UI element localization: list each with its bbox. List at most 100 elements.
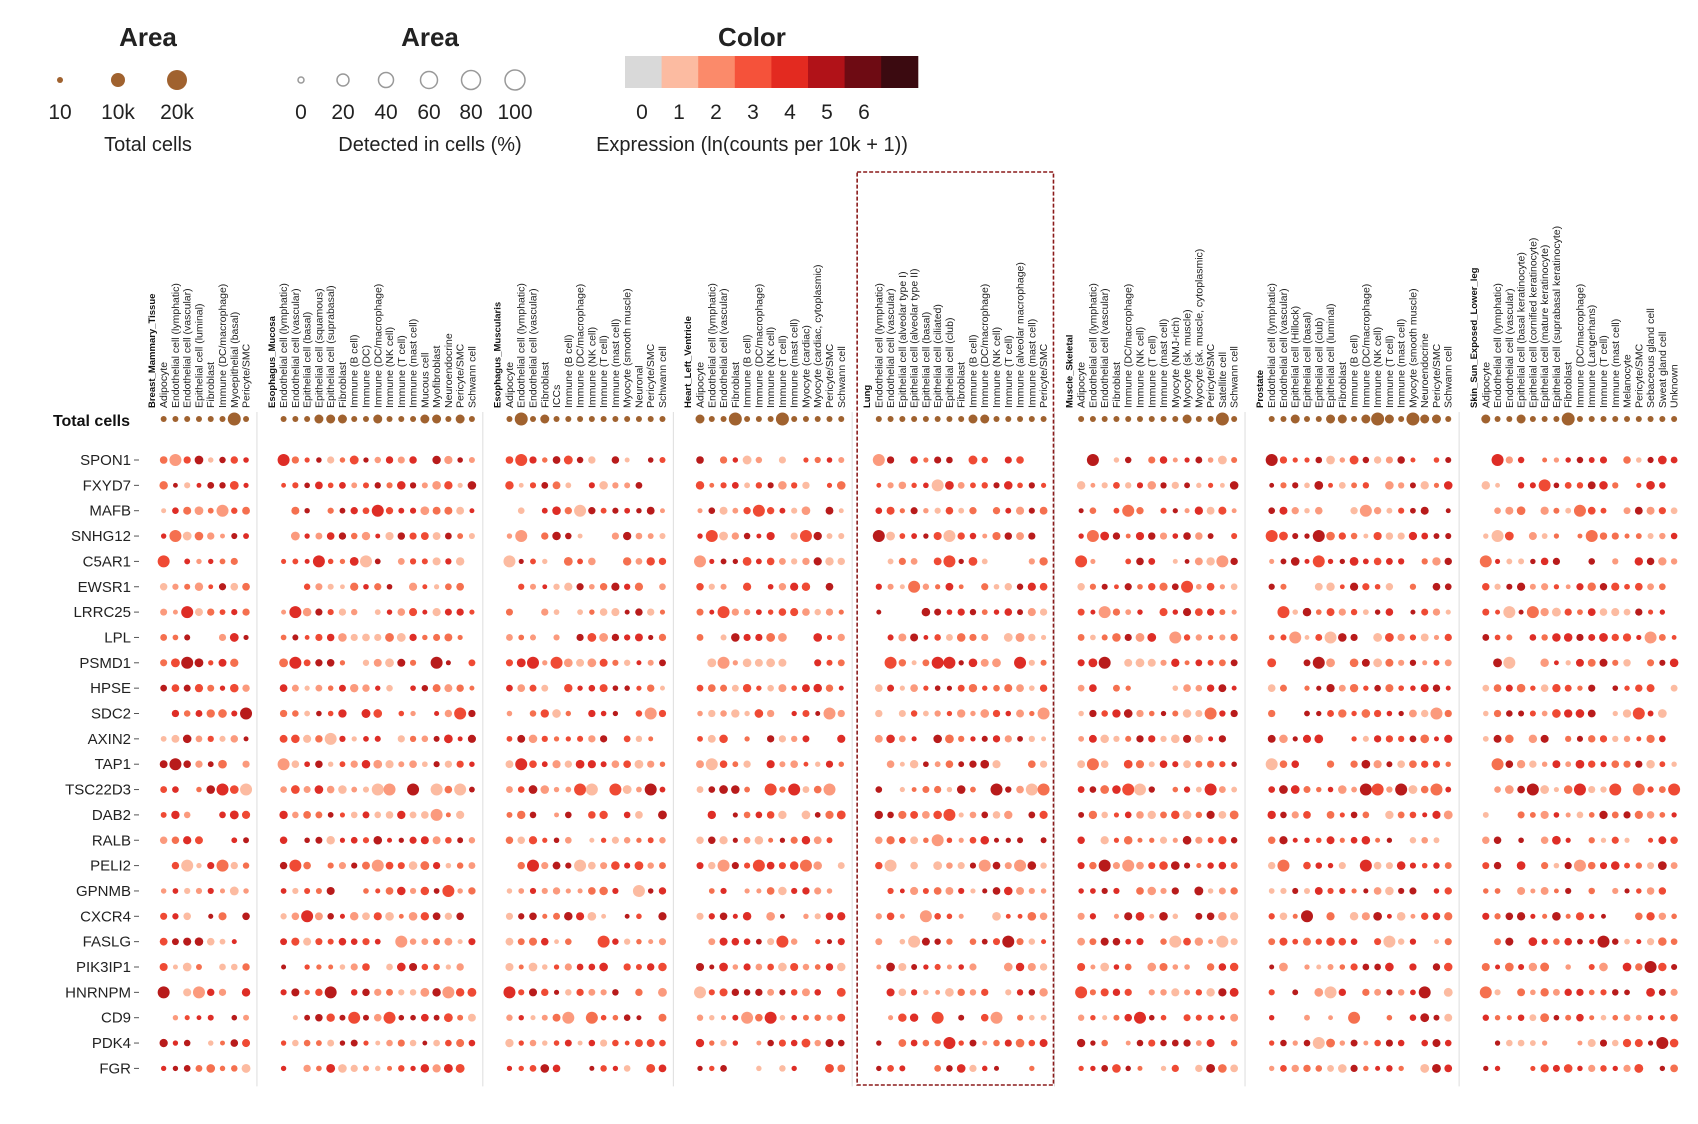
expression-dot — [350, 760, 358, 768]
expression-dot — [1599, 456, 1608, 464]
expression-dot — [1374, 988, 1382, 996]
expression-dot — [444, 709, 453, 718]
expression-dot — [1004, 532, 1013, 540]
expression-dot — [242, 684, 250, 692]
total-cells-dot — [1040, 416, 1047, 422]
expression-dot — [1433, 659, 1440, 666]
expression-dot — [243, 837, 249, 844]
expression-dot — [1316, 685, 1322, 691]
expression-dot — [1338, 481, 1346, 489]
expression-dot — [541, 1014, 548, 1021]
expression-dot — [1599, 583, 1608, 591]
legend-detected-tick: 20 — [331, 101, 354, 124]
expression-dot — [886, 456, 895, 464]
expression-dot — [981, 811, 989, 819]
expression-dot — [634, 1039, 643, 1047]
expression-dot — [1040, 659, 1047, 666]
expression-dot — [658, 912, 667, 921]
expression-dot — [898, 988, 907, 997]
expression-dot — [1506, 710, 1513, 717]
expression-dot — [351, 862, 358, 869]
expression-dot — [1658, 988, 1666, 996]
expression-dot — [1039, 760, 1048, 768]
expression-dot — [791, 558, 798, 565]
expression-dot — [908, 935, 921, 948]
expression-dot — [289, 859, 302, 872]
expression-dot — [1015, 506, 1025, 515]
expression-dot — [875, 583, 882, 590]
cell-type-label: Epithelial cell (alveolar type I) — [897, 271, 909, 408]
expression-dot — [421, 558, 428, 565]
expression-dot — [576, 583, 584, 591]
expression-dot — [1385, 532, 1394, 540]
expression-dot — [1432, 760, 1441, 768]
expression-dot — [1316, 710, 1322, 717]
expression-dot — [1493, 734, 1502, 743]
total-cells-dot — [600, 416, 607, 422]
expression-dot — [1280, 887, 1287, 895]
expression-dot — [957, 988, 965, 997]
expression-dot — [1623, 659, 1631, 667]
total-cells-dot — [243, 416, 250, 422]
expression-dot — [1433, 457, 1440, 463]
expression-dot — [1408, 531, 1418, 541]
expression-dot — [409, 482, 417, 489]
expression-dot — [1409, 735, 1417, 743]
expression-dot — [1005, 507, 1012, 514]
legend-detected-tick: 40 — [374, 101, 397, 124]
expression-dot — [279, 684, 288, 692]
expression-dot — [1326, 836, 1335, 845]
expression-dot — [876, 482, 882, 488]
expression-dot — [281, 482, 287, 488]
expression-dot — [731, 862, 739, 870]
expression-dot — [518, 913, 525, 920]
cell-type-label: Pericyte/SMC — [824, 343, 836, 408]
total-cells-dot — [386, 416, 393, 422]
expression-dot — [1086, 454, 1099, 466]
expression-dot — [361, 531, 371, 541]
expression-dot — [1516, 760, 1526, 769]
expression-dot — [600, 989, 607, 996]
expression-dot — [1219, 710, 1226, 717]
total-cells-dot — [1529, 416, 1536, 422]
expression-dot — [157, 986, 170, 999]
expression-dot — [1409, 634, 1417, 641]
expression-dot — [875, 786, 883, 793]
expression-dot — [1339, 584, 1345, 590]
expression-dot — [1599, 658, 1608, 667]
expression-dot — [1564, 862, 1572, 870]
cell-type-label: Schwann cell — [1443, 346, 1455, 408]
total-cells-dot — [767, 416, 774, 422]
expression-dot — [456, 862, 464, 869]
expression-dot — [993, 837, 1000, 843]
expression-dot — [1326, 531, 1335, 541]
expression-dot — [1362, 558, 1369, 565]
expression-dot — [315, 532, 323, 540]
expression-dot — [923, 482, 929, 489]
expression-dot — [1137, 583, 1143, 590]
expression-dot — [1316, 786, 1322, 793]
expression-dot — [1589, 913, 1595, 920]
expression-dot — [279, 658, 289, 668]
total-cells-dot — [195, 416, 202, 422]
expression-dot — [529, 1039, 537, 1047]
expression-dot — [420, 987, 430, 997]
expression-dot — [387, 1065, 393, 1071]
expression-dot — [468, 1039, 476, 1047]
expression-dot — [279, 734, 288, 743]
expression-dot — [1090, 964, 1096, 970]
expression-dot — [398, 507, 405, 514]
expression-dot — [1576, 482, 1584, 489]
expression-dot — [1230, 1039, 1238, 1047]
expression-dot — [1361, 709, 1371, 718]
expression-dot — [791, 1065, 797, 1072]
expression-dot — [969, 963, 977, 971]
expression-dot — [398, 837, 404, 843]
expression-dot — [585, 783, 598, 796]
expression-dot — [324, 986, 337, 999]
expression-dot — [1267, 658, 1277, 668]
expression-dot — [1432, 912, 1441, 921]
expression-dot — [1443, 987, 1453, 997]
expression-dot — [1600, 1014, 1607, 1021]
